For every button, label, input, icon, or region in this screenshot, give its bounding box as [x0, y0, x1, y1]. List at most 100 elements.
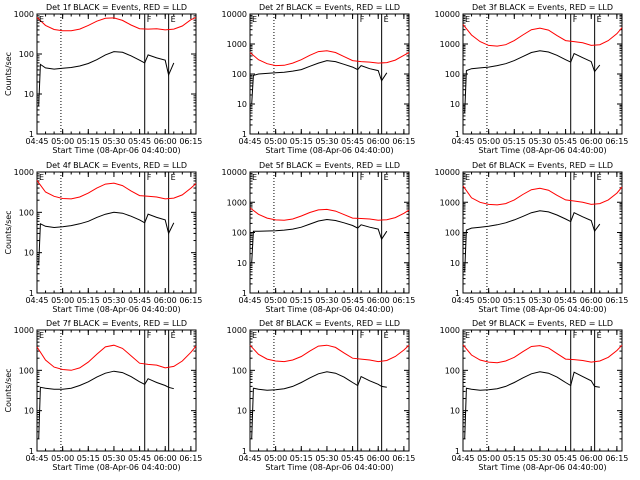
y-tick-label: 100: [19, 50, 34, 59]
series-lld-red: [249, 207, 410, 221]
detector-plot-panel: Det 6f BLACK = Events, RED = LLD 1 10 100 10…: [435, 161, 629, 314]
detector-plot-panel: Det 9f BLACK = Events, RED = LLD 1 10 100 10…: [440, 319, 629, 472]
y-tick-label: 1000: [440, 198, 460, 207]
x-tick-label: 06:00: [154, 296, 177, 305]
detector-plot-panel: Det 4f BLACK = Events, RED = LLD Counts/s…: [4, 161, 202, 314]
x-tick-label: 05:30: [528, 137, 551, 146]
time-marker-label: E: [597, 15, 602, 24]
y-tick-label: 1: [29, 289, 34, 298]
x-tick-label: 06:15: [392, 137, 415, 146]
x-tick-label: 05:15: [290, 296, 313, 305]
y-tick-label: 10: [450, 407, 460, 416]
detector-plot-panel: Det 7f BLACK = Events, RED = LLD Counts/s…: [4, 319, 202, 472]
series-lld-red: [249, 50, 410, 67]
y-tick-label: 1000: [227, 40, 247, 49]
x-tick-label: 05:15: [77, 137, 100, 146]
y-tick-label: 1000: [440, 326, 460, 335]
x-tick-label: 04:45: [238, 296, 261, 305]
y-tick-label: 1: [455, 447, 460, 456]
x-tick-label: 04:45: [451, 296, 474, 305]
x-tick-label: 04:45: [25, 137, 48, 146]
x-tick-label: 06:15: [392, 296, 415, 305]
panel-corner-label: E: [465, 15, 470, 24]
series-lld-red: [36, 16, 197, 32]
time-marker-label: F: [147, 15, 152, 24]
y-tick-label: 10: [450, 259, 460, 268]
y-tick-label: 100: [445, 70, 460, 79]
x-tick-label: 06:15: [179, 296, 202, 305]
series-events-black: [38, 211, 175, 265]
panel-corner-label: E: [252, 331, 257, 340]
plot-title: Det 1f BLACK = Events, RED = LLD: [46, 3, 187, 12]
x-tick-label: 06:00: [154, 454, 177, 463]
plot-title: Det 2f BLACK = Events, RED = LLD: [259, 3, 400, 12]
plot-frame: [462, 329, 623, 452]
y-tick-label: 100: [19, 208, 34, 217]
x-axis-label: Start Time (08-Apr-06 04:40:00): [52, 305, 180, 314]
x-tick-label: 05:00: [51, 296, 74, 305]
time-marker-label: F: [573, 173, 578, 182]
x-tick-label: 06:15: [392, 454, 415, 463]
x-axis-label: Start Time (08-Apr-06 04:40:00): [265, 146, 393, 155]
detector-plot-panel: Det 5f BLACK = Events, RED = LLD 1 10 100 10…: [222, 161, 416, 314]
x-tick-label: 06:00: [580, 454, 603, 463]
x-tick-label: 05:00: [477, 454, 500, 463]
x-tick-label: 05:45: [341, 454, 364, 463]
y-tick-label: 10000: [435, 168, 460, 177]
series-lld-red: [36, 344, 197, 371]
x-tick-label: 05:15: [290, 137, 313, 146]
time-marker-label: F: [360, 331, 365, 340]
plot-frame: [36, 329, 197, 452]
panel-corner-label: E: [252, 15, 257, 24]
series-events-black: [38, 370, 174, 439]
y-tick-label: 10: [24, 249, 34, 258]
time-marker-label: E: [384, 331, 389, 340]
y-tick-label: 10: [237, 259, 247, 268]
panel-corner-label: E: [39, 15, 44, 24]
y-tick-label: 1: [242, 447, 247, 456]
x-tick-label: 05:45: [341, 296, 364, 305]
detector-plot-panel: Det 2f BLACK = Events, RED = LLD 1 10 100 10…: [222, 3, 416, 155]
series-events-black: [38, 51, 175, 107]
x-tick-label: 05:45: [554, 296, 577, 305]
x-tick-label: 05:30: [102, 454, 125, 463]
x-tick-label: 06:00: [367, 137, 390, 146]
series-events-black: [251, 218, 388, 263]
x-axis-label: Start Time (08-Apr-06 04:40:00): [478, 146, 606, 155]
time-marker-label: F: [147, 331, 152, 340]
time-marker-label: F: [360, 15, 365, 24]
time-marker-label: E: [171, 15, 176, 24]
time-marker-label: E: [171, 173, 176, 182]
series-lld-red: [462, 24, 623, 47]
x-tick-label: 05:00: [51, 137, 74, 146]
x-tick-label: 06:00: [580, 137, 603, 146]
y-tick-label: 1: [455, 289, 460, 298]
y-tick-label: 10: [24, 407, 34, 416]
y-tick-label: 100: [232, 366, 247, 375]
x-tick-label: 05:45: [128, 454, 151, 463]
plot-title: Det 3f BLACK = Events, RED = LLD: [472, 3, 613, 12]
x-axis-label: Start Time (08-Apr-06 04:40:00): [52, 146, 180, 155]
series-lld-red: [462, 344, 623, 364]
x-tick-label: 05:00: [264, 454, 287, 463]
y-tick-label: 100: [445, 366, 460, 375]
y-tick-label: 10: [237, 407, 247, 416]
panel-corner-label: E: [465, 331, 470, 340]
x-tick-label: 06:15: [179, 137, 202, 146]
x-tick-label: 06:15: [179, 454, 202, 463]
x-tick-label: 05:30: [528, 296, 551, 305]
x-tick-label: 06:00: [580, 296, 603, 305]
y-tick-label: 1000: [440, 40, 460, 49]
series-events-black: [464, 371, 600, 439]
x-tick-label: 05:30: [315, 454, 338, 463]
y-tick-label: 1: [29, 447, 34, 456]
time-marker-label: E: [597, 331, 602, 340]
y-tick-label: 100: [19, 366, 34, 375]
x-tick-label: 05:15: [290, 454, 313, 463]
x-tick-label: 04:45: [238, 137, 261, 146]
y-tick-label: 10: [237, 100, 247, 109]
x-tick-label: 05:30: [102, 296, 125, 305]
plot-title: Det 6f BLACK = Events, RED = LLD: [472, 161, 613, 170]
x-tick-label: 05:00: [477, 296, 500, 305]
